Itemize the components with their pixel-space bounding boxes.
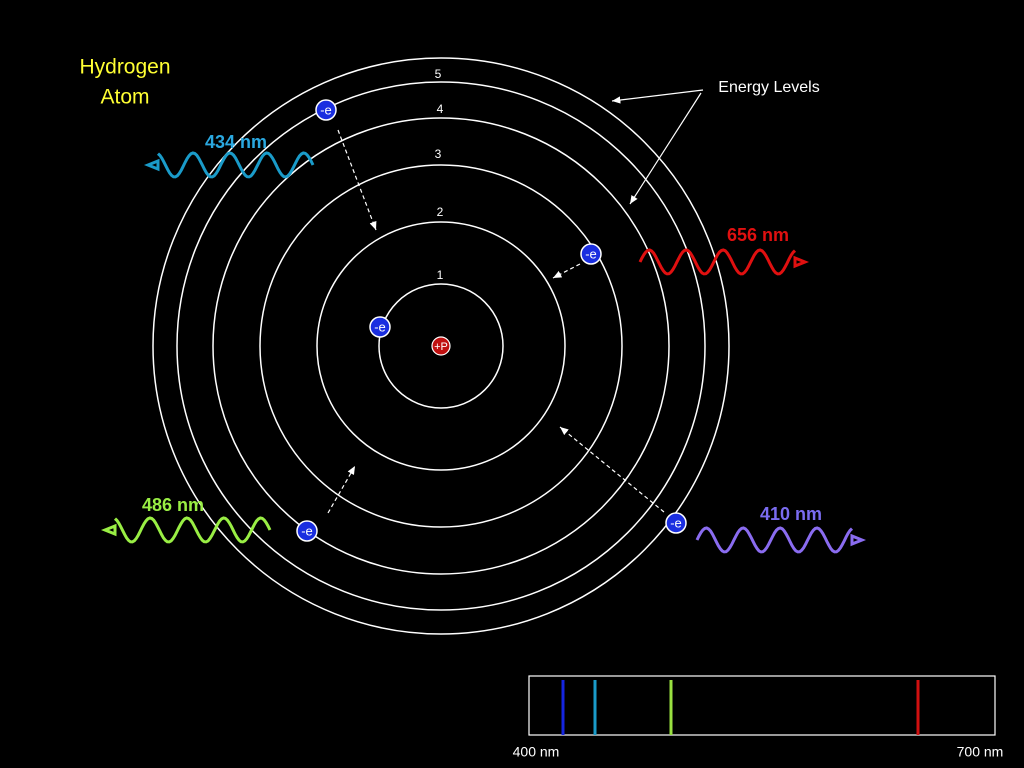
transition-arrow [327,465,356,514]
photon-wave [143,151,315,179]
proton: +P [431,336,451,356]
orbit [316,221,566,471]
transition-arrow [552,263,581,279]
electron: -e [296,520,318,542]
electron-label: -e [320,102,332,117]
pointer-arrow [611,89,704,104]
electron-label: -e [374,319,386,334]
orbit [152,57,730,635]
orbit [378,283,504,409]
energy-levels-label: Energy Levels [718,79,819,96]
transition-arrow [337,129,377,231]
photon-wave [695,526,867,554]
electron-label: -e [670,515,682,530]
spectrum-start-label: 400 nm [513,744,560,760]
wavelength-label: 486 nm [142,495,204,515]
wavelength-label: 410 nm [760,504,822,524]
transitions [327,129,665,514]
orbit [259,164,623,528]
level-label: 5 [435,67,442,81]
electron: -e [315,99,337,121]
orbit [212,117,670,575]
spectrum-box [528,675,996,736]
wavelength-label: 434 nm [205,132,267,152]
level-label: 4 [437,102,444,116]
orbit [176,81,706,611]
electron-label: -e [585,246,597,261]
level-label: 2 [437,205,444,219]
photon-wave [638,248,810,276]
electron: -e [665,512,687,534]
title-line: Atom [100,86,149,109]
electron: -e [580,243,602,265]
electron-label: -e [301,523,313,538]
transition-arrow [559,426,665,513]
pointer-arrow [629,92,702,205]
level-label: 3 [435,147,442,161]
photon-wave [100,516,272,544]
title-line: Hydrogen [79,56,170,79]
electron: -e [369,316,391,338]
spectrum-end-label: 700 nm [957,744,1004,760]
proton-label: +P [434,341,448,353]
spectrum: 400 nm 700 nm [513,675,1004,760]
level-label: 1 [437,268,444,282]
orbits [152,57,730,635]
wavelength-label: 656 nm [727,225,789,245]
photon-waves [100,151,867,554]
